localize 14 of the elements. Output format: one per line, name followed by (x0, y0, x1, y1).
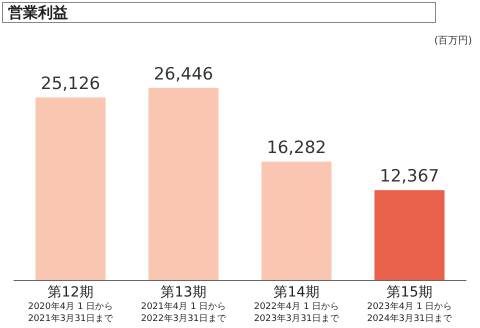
bar (261, 162, 332, 280)
bar (374, 190, 445, 280)
data-label: 26,446 (154, 64, 214, 84)
data-label: 12,367 (380, 166, 440, 187)
data-label: 16,282 (266, 138, 326, 158)
bar (148, 88, 219, 280)
y-axis-title: (百万円) (434, 36, 472, 46)
x-tick-label: 第12期 2020年4月 1 日から 2021年3月31日まで (28, 284, 114, 324)
data-label: 25,126 (40, 74, 100, 94)
x-tick-label: 第14期 2022年4月 1 日から 2023年3月31日まで (254, 284, 340, 324)
x-tick-label: 第15期 2023年4月 1 日から 2024年3月31日まで (366, 284, 454, 324)
x-tick-label: 第13期 2021年4月 1 日から 2022年3月31日まで (140, 284, 228, 324)
chart-title: 営業利益 (8, 4, 68, 22)
bar (35, 97, 106, 280)
